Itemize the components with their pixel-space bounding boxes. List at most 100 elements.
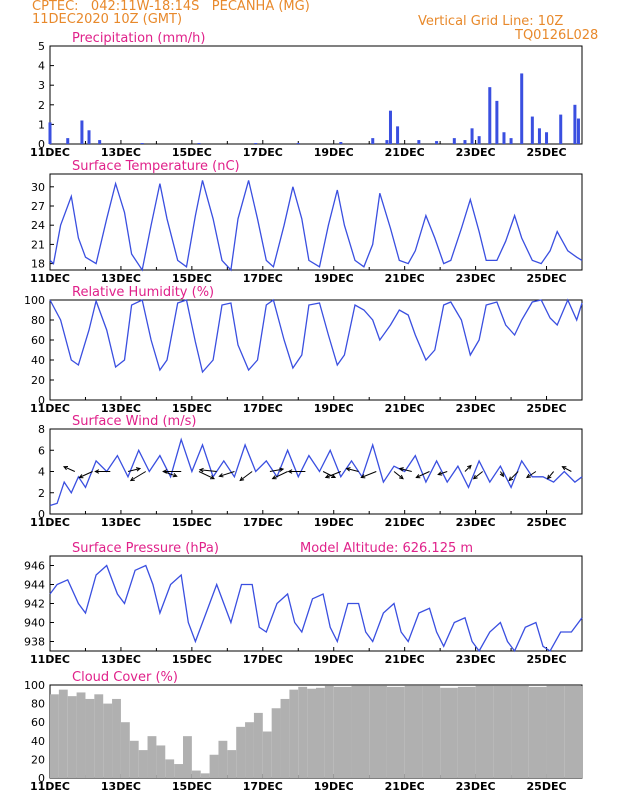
cloud-bar [76,692,86,778]
x-tick-label: 11DEC [30,653,70,666]
wind-vector [219,471,235,477]
precip-bar [576,118,580,144]
y-tick-label: 0 [38,508,45,521]
wind-vector [269,468,284,472]
cloud-bar [67,696,77,778]
precip-bar [509,138,513,144]
precip-bar [388,110,392,144]
cloud-bar [316,687,325,778]
wind-vector-head [172,473,178,478]
header-grid-line-label: Vertical Grid Line: 10Z [418,14,564,29]
x-tick-label: 25DEC [527,780,567,793]
x-tick-label: 21DEC [385,272,425,285]
x-tick-label: 19DEC [314,272,354,285]
cloud-bar [236,726,246,778]
y-tick-label: 24 [31,219,45,232]
panel-5: 11DEC 13DEC 15DEC 17DEC 19DEC 21DEC 23DEC 25DEC… [24,541,583,666]
y-tick-label: 80 [31,314,45,327]
y-tick-label: 40 [31,354,45,367]
wind-vector [199,469,217,472]
precip-bar [254,143,258,144]
wind-vector [322,471,336,478]
wind-vector-head [198,467,204,473]
y-tick-label: 0 [38,772,45,785]
wind-vector-head [78,474,84,479]
wind-vector [198,471,215,480]
y-tick-label: 942 [24,598,45,611]
precip-bar [197,143,201,144]
wind-vector-head [546,474,552,480]
wind-vector-head [437,471,443,476]
cloud-bar [94,694,104,778]
wind-vector [526,471,537,478]
plot-frame [49,45,583,145]
precip-bar [477,136,481,144]
y-tick-label: 938 [24,636,45,649]
y-tick-label: 80 [31,698,45,711]
cloud-bar [307,688,316,778]
wind-vector-head [499,472,504,478]
wind-vector [562,466,572,472]
x-tick-label: 19DEC [314,780,354,793]
wind-vector-head [561,466,567,471]
precip-bar [502,132,506,144]
cloud-bar [200,773,210,778]
wind-vector [79,471,93,478]
plot-frame [49,173,583,271]
wind-vector-head [129,476,135,482]
wind-vector [508,471,519,481]
x-tick-label: 13DEC [101,146,141,159]
precip-bar [559,114,563,144]
x-tick-label: 19DEC [314,516,354,529]
panel-title: Surface Pressure (hPa) [72,541,219,556]
y-tick-label: 100 [24,294,45,307]
cloud-bar [298,686,308,778]
y-tick-label: 20 [31,753,45,766]
wind-vector [473,471,484,480]
cloud-bar [103,703,113,778]
precip-bar [537,128,541,144]
cloud-bar [209,754,219,778]
x-tick-label: 25DEC [527,516,567,529]
cloud-bar [129,740,139,778]
cloud-bar [280,698,290,778]
wind-vector [63,466,76,472]
cloud-bar [475,685,494,778]
x-tick-label: 15DEC [172,653,212,666]
cloud-bar [369,685,387,778]
x-tick-label: 17DEC [243,402,283,415]
wind-vector [438,471,448,475]
cloud-bar [528,686,547,778]
cloud-bar [493,685,512,778]
x-tick-label: 11DEC [30,780,70,793]
panel-title: Surface Wind (m/s) [72,414,196,429]
wind-vector-head [94,469,100,474]
y-tick-label: 3 [38,79,45,92]
wind-vector-head [218,473,224,478]
precip-bar [545,132,549,144]
x-tick-label: 17DEC [243,516,283,529]
precip-bar [495,100,499,144]
x-tick-label: 15DEC [172,146,212,159]
wind-vector-head [415,474,421,479]
precip-bar [530,116,534,144]
wind-vector-head [209,475,216,480]
x-tick-label: 21DEC [385,653,425,666]
x-tick-label: 13DEC [101,402,141,415]
cloud-bar [58,689,68,778]
y-tick-label: 5 [38,40,45,53]
x-tick-label: 13DEC [101,780,141,793]
wind-vector [399,468,412,472]
x-tick-label: 25DEC [527,402,567,415]
wind-vector-head [345,467,351,472]
wind-vector-head [467,464,472,470]
x-tick-label: 15DEC [172,780,212,793]
cloud-bar [191,770,201,778]
y-tick-label: 20 [31,374,45,387]
precip-bar [66,138,70,144]
precip-bar [80,120,84,144]
cloud-bar [511,685,529,778]
precip-bar [98,140,102,144]
precip-bar [140,143,144,144]
x-tick-label: 13DEC [101,272,141,285]
